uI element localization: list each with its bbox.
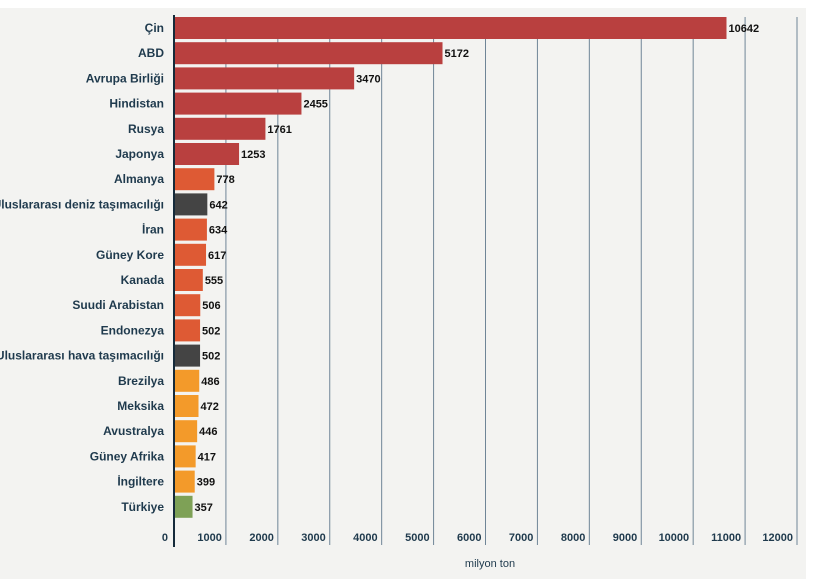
x-axis-label: milyon ton <box>465 558 515 570</box>
category-label: İngiltere <box>117 474 164 489</box>
category-label: Avustralya <box>103 424 164 438</box>
bar <box>174 445 196 468</box>
x-tick-label: 12000 <box>762 532 793 544</box>
data-label: 357 <box>195 502 213 514</box>
bar <box>174 344 201 367</box>
data-label: 617 <box>208 250 226 262</box>
data-label: 1761 <box>267 124 291 136</box>
category-label: Güney Afrika <box>90 449 165 463</box>
data-label: 472 <box>201 401 219 413</box>
category-label: Endonezya <box>101 323 165 337</box>
data-label: 446 <box>199 426 217 438</box>
x-tick-label: 2000 <box>249 532 273 544</box>
x-tick-label: 0 <box>162 532 168 544</box>
x-tick-label: 10000 <box>659 532 690 544</box>
bar <box>174 395 199 417</box>
x-tick-label: 8000 <box>561 532 585 544</box>
bar <box>174 143 240 165</box>
bar <box>174 243 207 266</box>
bar <box>174 269 203 291</box>
bar <box>174 193 208 216</box>
x-tick-label: 6000 <box>457 532 481 544</box>
data-label: 486 <box>201 376 219 388</box>
data-label: 502 <box>202 351 220 363</box>
bar <box>174 369 200 392</box>
category-label: Rusya <box>128 122 164 136</box>
data-label: 1253 <box>241 149 265 161</box>
category-label: Suudi Arabistan <box>72 298 164 312</box>
bar <box>174 294 201 317</box>
category-label: Avrupa Birliği <box>86 71 164 85</box>
x-tick-label: 11000 <box>711 532 741 544</box>
category-label: Çin <box>145 21 164 35</box>
x-tick-label: 3000 <box>301 532 325 544</box>
category-label: Almanya <box>114 172 164 186</box>
data-label: 634 <box>209 225 228 237</box>
category-label: Hindistan <box>109 97 164 111</box>
data-label: 2455 <box>303 99 327 111</box>
bar <box>174 17 727 39</box>
bar <box>174 470 195 493</box>
bar <box>174 92 302 115</box>
x-tick-label: 4000 <box>353 532 377 544</box>
category-label: Türkiye <box>121 500 164 514</box>
category-label: İran <box>142 222 164 237</box>
data-label: 399 <box>197 477 215 489</box>
data-label: 3470 <box>356 73 380 85</box>
category-label: Uluslararası hava taşımacılığı <box>0 349 164 363</box>
category-label: ABD <box>138 46 164 60</box>
bar <box>174 42 443 65</box>
bar <box>174 218 207 241</box>
data-label: 5172 <box>445 48 469 60</box>
category-label: Uluslararası deniz taşımacılığı <box>0 197 164 211</box>
data-label: 502 <box>202 325 220 337</box>
bar <box>174 168 215 191</box>
chart-panel <box>0 8 806 579</box>
category-label: Kanada <box>121 273 165 287</box>
bar <box>174 495 193 518</box>
x-tick-label: 1000 <box>197 532 221 544</box>
bar <box>174 319 201 342</box>
data-label: 555 <box>205 275 223 287</box>
bar <box>174 420 198 443</box>
category-label: Güney Kore <box>96 248 164 262</box>
x-tick-label: 9000 <box>613 532 637 544</box>
category-label: Brezilya <box>118 374 164 388</box>
data-label: 778 <box>216 174 234 186</box>
data-label: 642 <box>209 199 227 211</box>
data-label: 417 <box>198 451 216 463</box>
data-label: 10642 <box>728 23 759 35</box>
category-label: Japonya <box>115 147 164 161</box>
category-label: Meksika <box>117 399 164 413</box>
data-label: 506 <box>202 300 220 312</box>
bar <box>174 67 355 90</box>
x-tick-label: 7000 <box>509 532 533 544</box>
x-tick-label: 5000 <box>405 532 429 544</box>
bar <box>174 117 266 140</box>
